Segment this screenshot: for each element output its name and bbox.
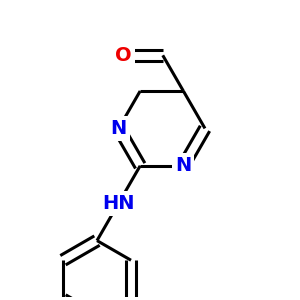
Text: O: O [115,46,132,65]
Text: N: N [110,119,127,138]
Text: HN: HN [102,194,135,213]
Text: N: N [175,156,191,175]
